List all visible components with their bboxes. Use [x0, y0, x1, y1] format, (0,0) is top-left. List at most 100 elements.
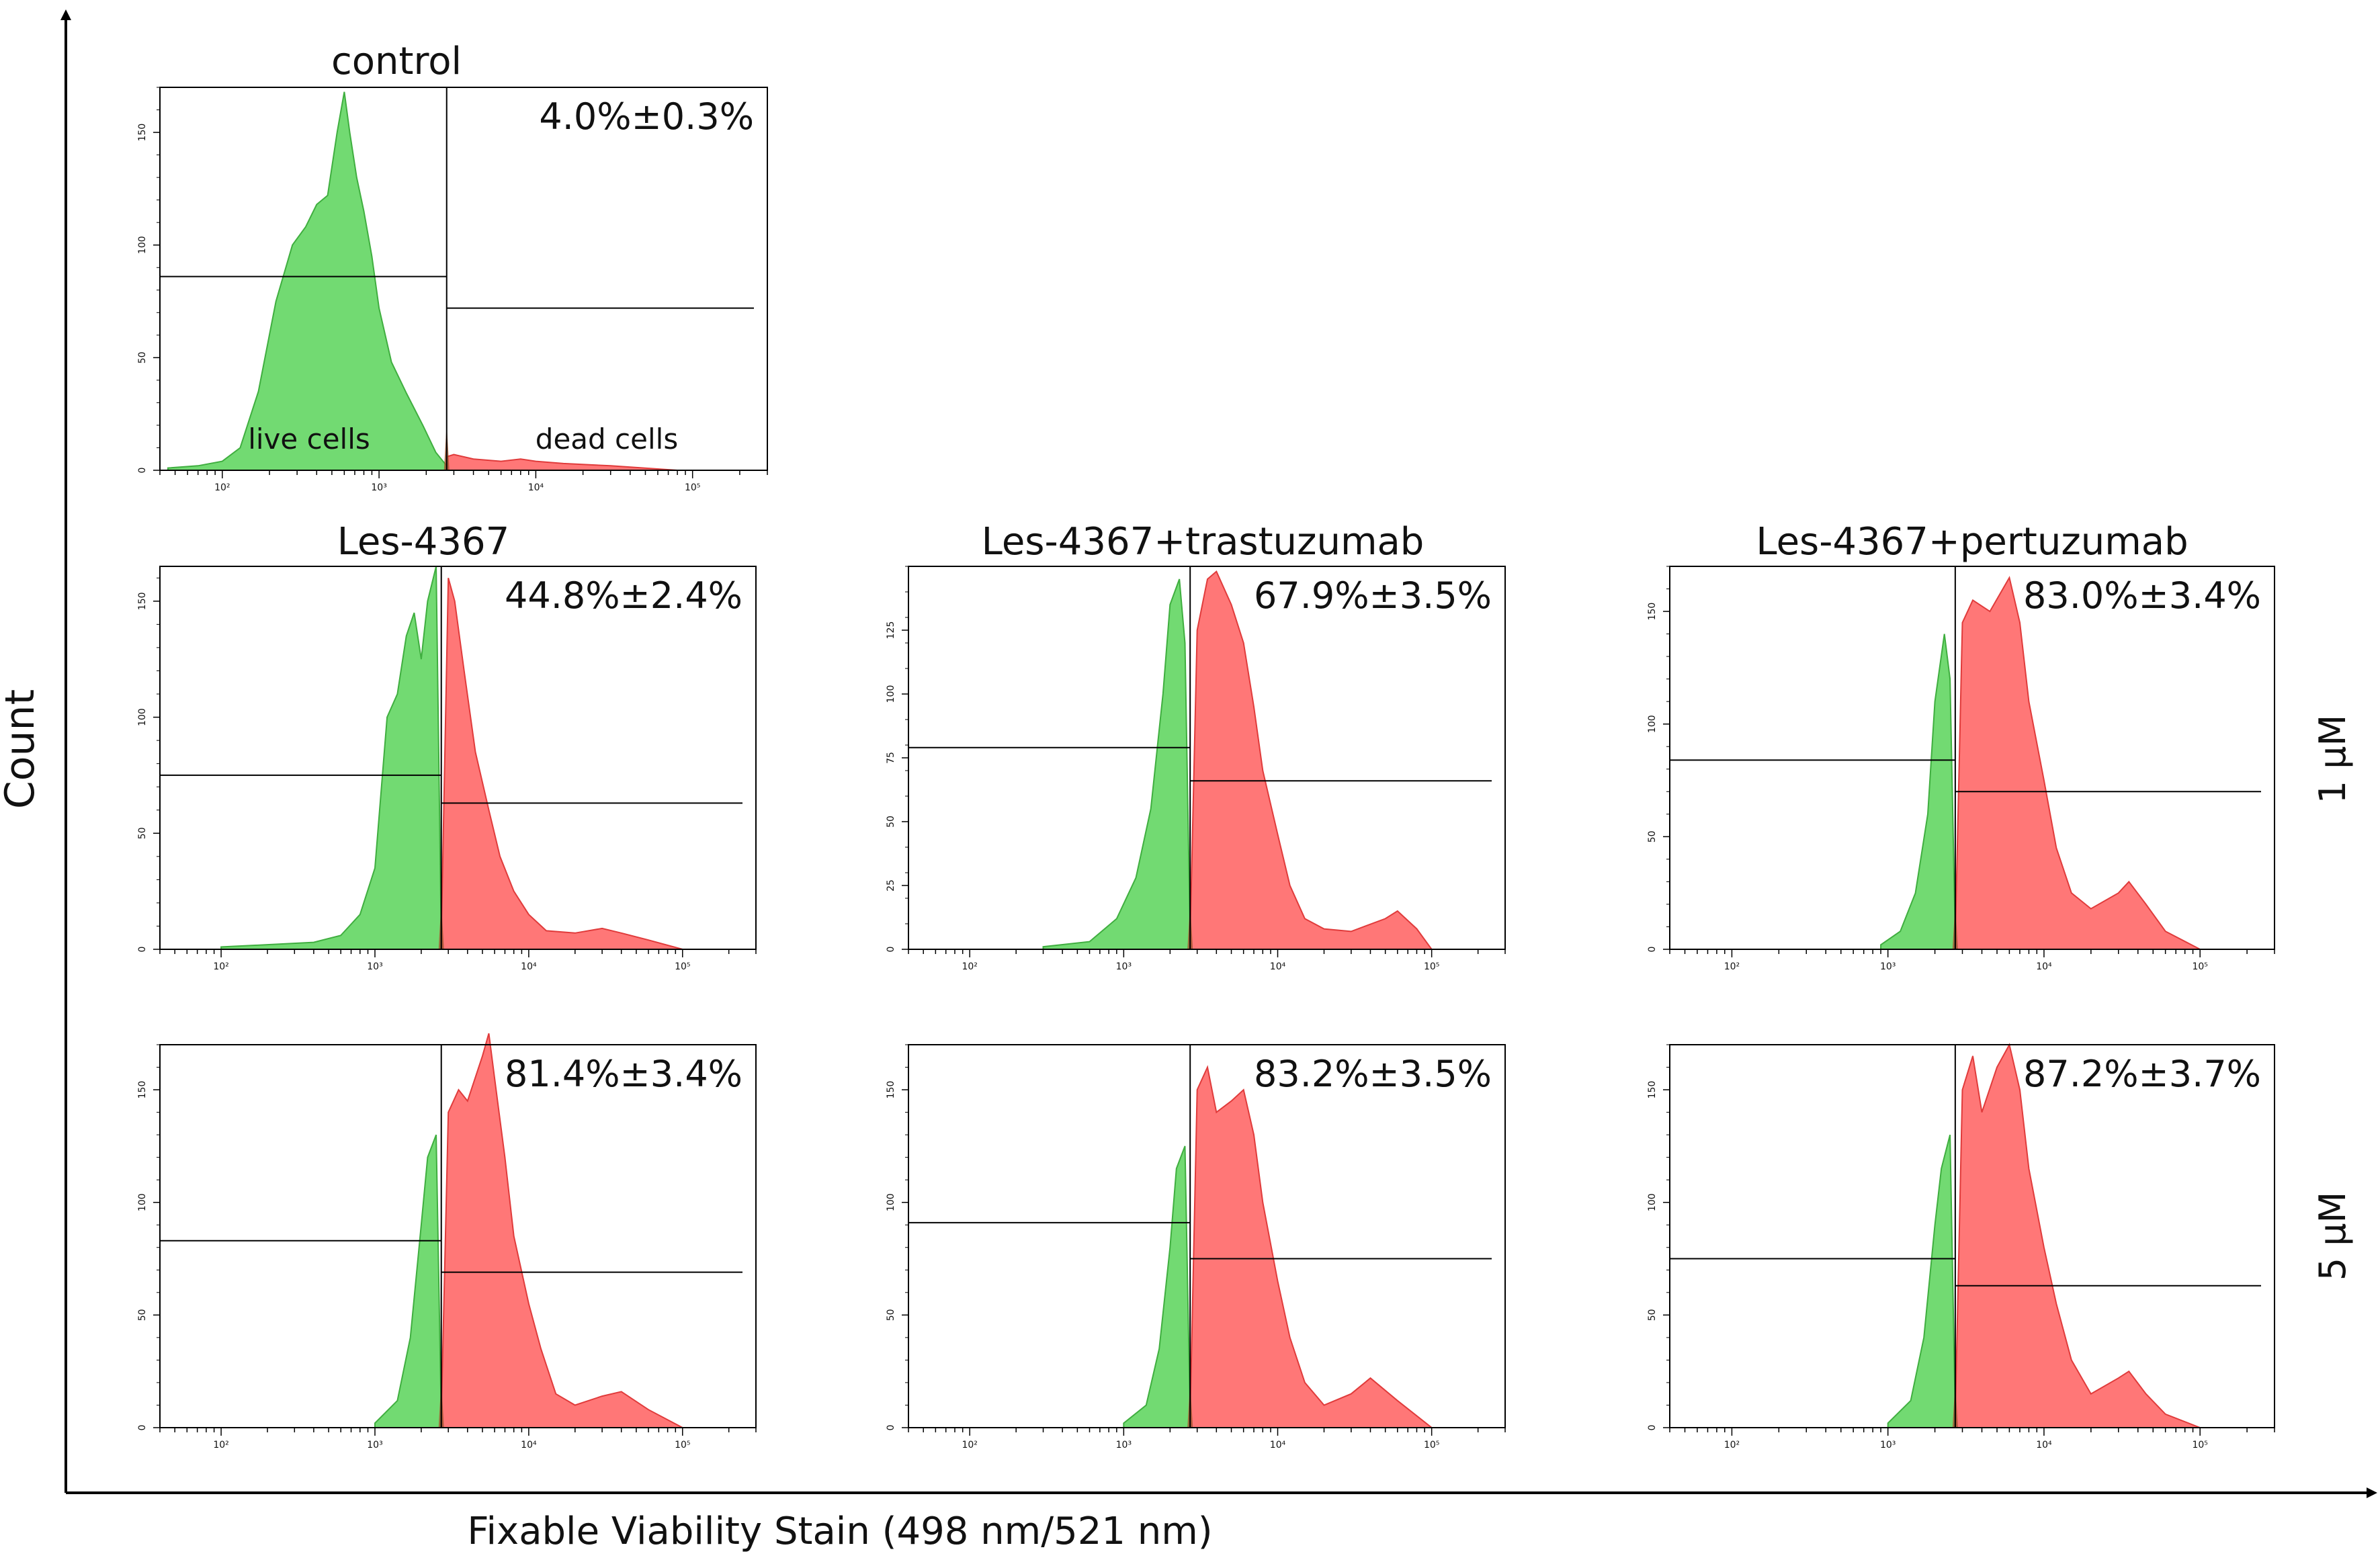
y-axis-label: Count	[0, 689, 44, 809]
plot-frame	[159, 87, 768, 471]
x-tick-label: 10²	[1724, 961, 1740, 972]
y-tick-label: 0	[886, 947, 896, 953]
y-tick-label: 150	[137, 1081, 148, 1099]
row-label-1uM: 1 μM	[2311, 715, 2354, 804]
y-tick-label: 0	[137, 468, 148, 474]
y-tick-label: 100	[137, 1193, 148, 1211]
y-tick-label: 25	[886, 879, 896, 892]
x-tick-label: 10⁵	[1424, 961, 1439, 972]
y-tick-label: 100	[886, 685, 896, 703]
y-tick-label: 0	[137, 947, 148, 953]
percentage-label: 81.4%±3.4%	[505, 1053, 742, 1095]
x-tick-label: 10³	[1116, 1440, 1132, 1450]
x-tick-label: 10⁵	[2192, 961, 2207, 972]
dead-cells-histogram	[1189, 1065, 1434, 1428]
x-tick-label: 10²	[1724, 1440, 1740, 1450]
y-tick-label: 0	[1647, 947, 1658, 953]
dead-cells-histogram	[1189, 570, 1433, 950]
panel-control: 10² 10³ 10⁴ 10⁵ 0 50 100 150 control 4.0%±0.3% liv…	[137, 40, 768, 493]
y-tick-label: 50	[137, 1309, 148, 1321]
y-tick-label: 50	[137, 827, 148, 839]
y-tick-label: 150	[1647, 603, 1658, 621]
live-cells-histogram	[1042, 578, 1191, 950]
y-tick-label: 100	[1647, 715, 1658, 733]
panel-5uM-tras: 10² 10³ 10⁴ 10⁵ 0 50 100 150 83.2%±3.5%	[886, 1044, 1506, 1450]
live-cells-histogram	[1123, 1145, 1191, 1428]
live-cells-histogram	[374, 1134, 442, 1428]
panel-1uM-les: 10² 10³ 10⁴ 10⁵ 0 50 100 150 44.8%±2.4%	[137, 566, 757, 972]
plot-frame	[908, 1044, 1506, 1428]
percentage-label: 67.9%±3.5%	[1254, 574, 1492, 617]
row-label-5uM: 5 μM	[2311, 1192, 2354, 1281]
x-tick-label: 10³	[371, 482, 386, 493]
x-tick-label: 10⁴	[2036, 961, 2052, 972]
y-tick-label: 50	[1647, 1309, 1658, 1321]
live-cells-histogram	[1880, 634, 1956, 950]
dead-cells-histogram	[440, 1033, 683, 1428]
plot-frame	[159, 1044, 757, 1428]
y-tick-label: 0	[1647, 1425, 1658, 1431]
y-tick-label: 100	[137, 236, 148, 254]
plot-frame	[1669, 1044, 2275, 1428]
x-tick-label: 10³	[1880, 961, 1896, 972]
live-cells-histogram	[220, 566, 442, 950]
x-tick-label: 10⁵	[1424, 1440, 1439, 1450]
percentage-label: 83.0%±3.4%	[2023, 574, 2261, 617]
percentage-label: 83.2%±3.5%	[1254, 1053, 1492, 1095]
y-tick-label: 50	[886, 1309, 896, 1321]
x-tick-label: 10⁴	[1270, 961, 1286, 972]
y-tick-label: 150	[886, 1081, 896, 1099]
panel-title: control	[331, 40, 462, 83]
y-tick-label: 50	[1647, 830, 1658, 842]
x-tick-label: 10²	[213, 1440, 228, 1450]
y-tick-label: 50	[886, 816, 896, 828]
x-tick-label: 10⁵	[685, 482, 700, 493]
x-axis-label: Fixable Viability Stain (498 nm/521 nm)	[467, 1510, 1212, 1553]
panel-5uM-pert: 10² 10³ 10⁴ 10⁵ 0 50 100 150 87.2%±3.7%	[1647, 1043, 2275, 1450]
x-tick-label: 10³	[1116, 961, 1132, 972]
panel-5uM-les: 10² 10³ 10⁴ 10⁵ 0 50 100 150 81.4%±3.4%	[137, 1033, 757, 1450]
y-tick-label: 100	[886, 1193, 896, 1211]
x-tick-label: 10⁵	[675, 961, 690, 972]
dead-cells-histogram	[440, 578, 683, 950]
x-tick-label: 10²	[214, 482, 230, 493]
dead-cells-histogram	[1954, 576, 2201, 950]
dead-cells-histogram	[1954, 1043, 2201, 1428]
x-tick-label: 10³	[1880, 1440, 1896, 1450]
x-tick-label: 10⁵	[675, 1440, 690, 1450]
percentage-label: 44.8%±2.4%	[505, 574, 742, 617]
y-tick-label: 150	[137, 592, 148, 610]
y-tick-label: 150	[1647, 1081, 1658, 1099]
percentage-label: 4.0%±0.3%	[539, 95, 754, 138]
y-tick-label: 100	[137, 708, 148, 726]
x-tick-label: 10⁴	[2036, 1440, 2052, 1450]
x-tick-label: 10³	[367, 1440, 382, 1450]
live-cells-histogram	[167, 91, 448, 471]
y-tick-label: 0	[886, 1425, 896, 1431]
column-title-3: Les-4367+pertuzumab	[1756, 520, 2188, 564]
x-tick-label: 10³	[367, 961, 382, 972]
live-cells-histogram	[1887, 1134, 1956, 1428]
x-tick-label: 10⁴	[521, 1440, 537, 1450]
x-tick-label: 10²	[962, 1440, 977, 1450]
plot-frame	[1669, 566, 2275, 950]
y-tick-label: 75	[886, 752, 896, 764]
plot-frame	[159, 566, 757, 950]
y-tick-label: 125	[886, 621, 896, 640]
y-tick-label: 150	[137, 124, 148, 142]
column-title-2: Les-4367+trastuzumab	[982, 520, 1425, 564]
panel-1uM-pert: 10² 10³ 10⁴ 10⁵ 0 50 100 150 83.0%±3.4%	[1647, 566, 2275, 972]
x-tick-label: 10⁵	[2192, 1440, 2207, 1450]
dead-cells-label: dead cells	[536, 423, 678, 456]
dead-cells-histogram	[445, 453, 678, 471]
percentage-label: 87.2%±3.7%	[2023, 1053, 2261, 1095]
column-title-1: Les-4367	[337, 520, 510, 564]
x-tick-label: 10⁴	[521, 961, 537, 972]
y-tick-label: 100	[1647, 1193, 1658, 1211]
x-tick-label: 10²	[962, 961, 977, 972]
y-tick-label: 50	[137, 351, 148, 363]
x-tick-label: 10⁴	[528, 482, 544, 493]
histogram-panels: 10² 10³ 10⁴ 10⁵ 0 50 100 150 control 4.0%±0.3% liv…	[137, 40, 2275, 1450]
x-tick-label: 10²	[213, 961, 228, 972]
